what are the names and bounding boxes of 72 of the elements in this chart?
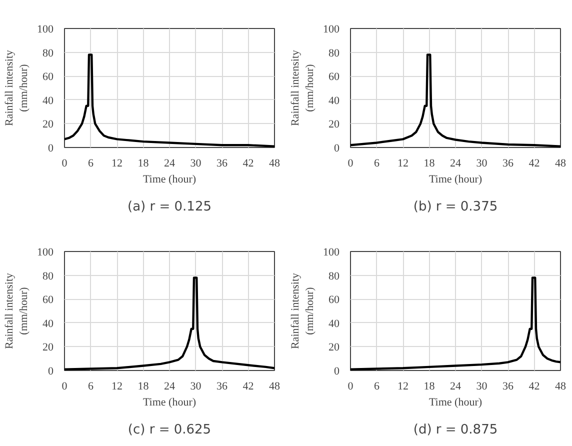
- y-tick-label: 60: [328, 71, 340, 84]
- x-tick-label: 36: [216, 380, 228, 392]
- x-tick-label: 42: [242, 380, 254, 392]
- x-tick-label: 30: [476, 380, 488, 392]
- x-tick-label: 48: [269, 158, 280, 170]
- text: (b) r = 0.375: [413, 200, 498, 214]
- x-tick-label: 12: [112, 158, 122, 170]
- x-tick-label: 48: [555, 158, 566, 170]
- x-tick-label: 18: [424, 158, 436, 170]
- x-axis-title: Time (hour): [142, 174, 196, 186]
- x-tick-label: 24: [164, 158, 176, 170]
- y-tick-label: 40: [42, 94, 54, 107]
- text: (c) r = 0.625: [128, 422, 212, 438]
- y-tick-label: 0: [48, 366, 54, 378]
- y-tick-label: 80: [328, 47, 340, 60]
- y-tick-label: 40: [42, 318, 54, 330]
- text: (a) r = 0.125: [128, 200, 212, 214]
- x-tick-label: 18: [424, 380, 436, 392]
- y-axis-title: Rainfall intensity (mm/hour): [4, 49, 30, 126]
- y-tick-label: 100: [323, 24, 340, 36]
- x-tick-label: 6: [88, 158, 94, 170]
- x-tick-label: 42: [528, 380, 540, 392]
- x-tick-label: 12: [398, 380, 408, 392]
- x-tick-label: 30: [190, 380, 202, 392]
- y-tick-label: 40: [328, 94, 340, 107]
- y-tick-label: 60: [42, 71, 54, 84]
- y-axis-title: Rainfall intensity (mm/hour): [290, 49, 316, 126]
- x-tick-label: 42: [242, 158, 254, 170]
- x-tick-label: 30: [190, 158, 202, 170]
- x-tick-label: 48: [555, 380, 566, 392]
- x-tick-label: 24: [450, 158, 462, 170]
- y-tick-label: 20: [42, 118, 54, 131]
- y-tick-label: 0: [48, 142, 54, 154]
- x-axis-title: Time (hour): [428, 174, 482, 186]
- x-tick-label: 30: [476, 158, 488, 170]
- y-tick-label: 80: [42, 270, 54, 282]
- x-tick-label: 36: [502, 158, 514, 170]
- text: (d) r = 0.875: [413, 422, 498, 438]
- y-axis-title: Rainfall intensity (mm/hour): [290, 272, 316, 350]
- x-tick-label: 0: [348, 380, 354, 392]
- x-tick-label: 12: [112, 380, 122, 392]
- y-tick-label: 100: [323, 246, 340, 258]
- y-tick-label: 20: [328, 342, 340, 354]
- y-tick-label: 100: [37, 246, 54, 258]
- x-axis-title: Time (hour): [142, 396, 196, 408]
- x-tick-label: 6: [374, 380, 380, 392]
- y-tick-label: 80: [328, 270, 340, 282]
- x-axis-title: Time (hour): [428, 396, 482, 408]
- y-tick-label: 60: [42, 294, 54, 306]
- y-tick-label: 20: [42, 342, 54, 354]
- x-tick-label: 6: [88, 380, 94, 392]
- x-tick-label: 18: [138, 380, 150, 392]
- x-tick-label: 12: [398, 158, 408, 170]
- x-tick-label: 48: [269, 380, 280, 392]
- x-tick-label: 36: [216, 158, 228, 170]
- x-tick-label: 36: [502, 380, 514, 392]
- y-tick-label: 60: [328, 294, 340, 306]
- y-axis-title: Rainfall intensity (mm/hour): [4, 272, 30, 350]
- x-tick-label: 0: [62, 158, 68, 170]
- y-tick-label: 100: [37, 24, 54, 36]
- y-tick-label: 0: [334, 366, 340, 378]
- y-tick-label: 20: [328, 118, 340, 131]
- y-tick-label: 0: [334, 142, 340, 154]
- x-tick-label: 18: [138, 158, 150, 170]
- y-tick-label: 80: [42, 47, 54, 60]
- x-tick-label: 24: [164, 380, 176, 392]
- x-tick-label: 24: [450, 380, 462, 392]
- y-tick-label: 40: [328, 318, 340, 330]
- x-tick-label: 6: [374, 158, 380, 170]
- x-tick-label: 0: [348, 158, 354, 170]
- x-tick-label: 0: [62, 380, 68, 392]
- x-tick-label: 42: [528, 158, 540, 170]
